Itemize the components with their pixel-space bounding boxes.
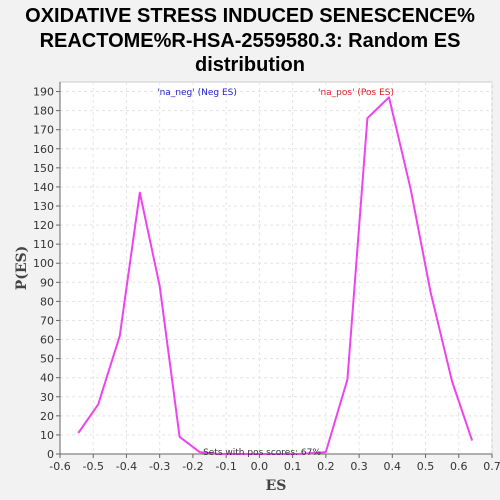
- x-tick-label: -0.3: [149, 460, 170, 473]
- y-tick-label: 30: [40, 391, 54, 404]
- x-tick-label: 0.4: [384, 460, 402, 473]
- y-tick-label: 0: [47, 448, 54, 461]
- chart-title-line-1: OXIDATIVE STRESS INDUCED SENESCENCE%: [25, 5, 475, 27]
- y-tick-label: 120: [33, 219, 54, 232]
- x-tick-label: 0.6: [450, 460, 468, 473]
- x-tick-label: 0.1: [284, 460, 302, 473]
- series-line-0: [77, 96, 474, 455]
- x-tick-label: -0.5: [82, 460, 103, 473]
- x-tick-label: -0.4: [116, 460, 137, 473]
- y-axis-label: P(ES): [14, 246, 30, 291]
- legend-entry-neg: 'na_neg' (Neg ES): [157, 88, 237, 98]
- x-tick-label: 0.7: [483, 460, 500, 473]
- tick-labels: -0.6 -0.5 -0.4 -0.3 -0.2 -0.1 0.0 0.1 0.2 0.3 0.4 0…: [33, 86, 500, 473]
- y-tick-label: 50: [40, 353, 54, 366]
- y-tick-label: 60: [40, 334, 54, 347]
- y-tick-label: 180: [33, 105, 54, 118]
- y-tick-label: 130: [33, 200, 54, 213]
- y-tick-label: 80: [40, 295, 54, 308]
- x-axis-label: ES: [266, 478, 287, 494]
- y-tick-label: 190: [33, 86, 54, 99]
- grid-lines: [59, 82, 493, 455]
- y-tick-label: 20: [40, 410, 54, 423]
- plot-area: [59, 81, 493, 455]
- x-tick-label: 0.5: [417, 460, 435, 473]
- y-tick-label: 100: [33, 257, 54, 270]
- x-tick-label: -0.6: [49, 460, 70, 473]
- y-tick-label: 160: [33, 143, 54, 156]
- y-tick-label: 170: [33, 124, 54, 137]
- x-tick-label: -0.1: [215, 460, 236, 473]
- y-tick-label: 40: [40, 372, 54, 385]
- x-tick-label: 0.0: [251, 460, 269, 473]
- chart-title-line-2: REACTOME%R-HSA-2559580.3: Random ES: [40, 30, 461, 52]
- x-tick-label: 0.3: [350, 460, 368, 473]
- y-tick-label: 10: [40, 429, 54, 442]
- y-tick-label: 150: [33, 162, 54, 175]
- x-tick-label: -0.2: [182, 460, 203, 473]
- y-tick-label: 70: [40, 314, 54, 327]
- legend-entry-pos: 'na_pos' (Pos ES): [318, 88, 394, 98]
- x-tick-label: 0.2: [317, 460, 335, 473]
- y-tick-label: 110: [33, 238, 54, 251]
- series-lines: [77, 96, 474, 455]
- pos-scores-annotation: Sets with pos scores: 67%: [203, 448, 321, 458]
- y-tick-label: 140: [33, 181, 54, 194]
- chart-title-line-3: distribution: [195, 54, 305, 76]
- y-tick-label: 90: [40, 276, 54, 289]
